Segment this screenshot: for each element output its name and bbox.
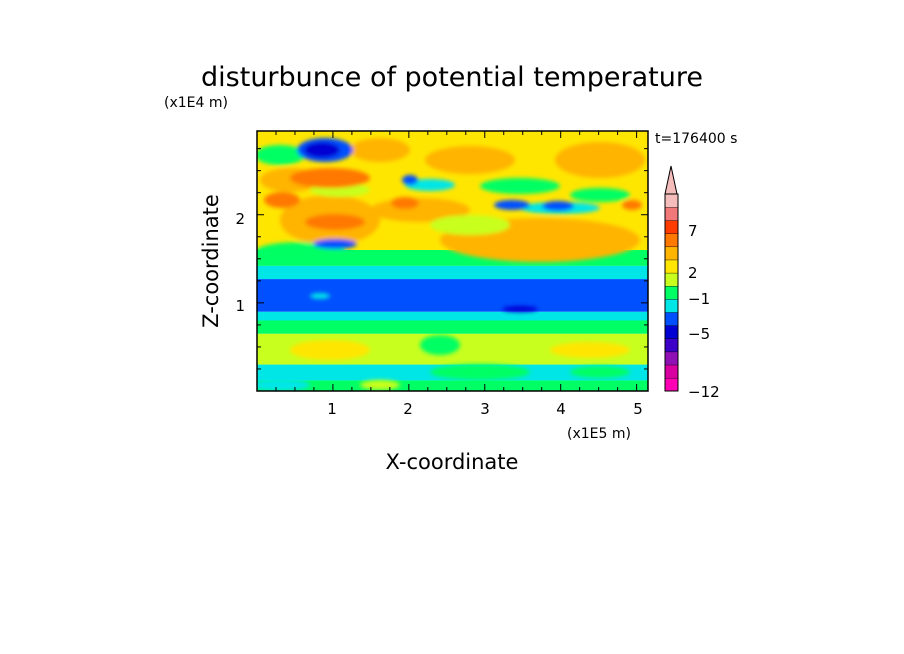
plot-frame — [256, 130, 649, 392]
colorbar-swatch — [664, 233, 679, 248]
x-tick-label: 5 — [633, 400, 643, 418]
cool-anomaly — [570, 366, 630, 378]
y-tick-label: 2 — [235, 210, 245, 228]
hot-core — [264, 192, 300, 208]
cold-core — [402, 175, 418, 185]
time-label: t=176400 s — [655, 131, 737, 147]
hot-core — [305, 214, 365, 230]
colorbar-frame — [664, 193, 679, 392]
colorbar-swatch — [664, 298, 679, 313]
colorbar-extend-arrow — [664, 165, 678, 195]
cool-anomaly — [405, 179, 455, 191]
colorbar-swatch — [664, 312, 679, 326]
x-unit-label: (x1E5 m) — [567, 426, 631, 442]
cold-core — [313, 239, 357, 249]
warm-anomaly — [360, 380, 400, 390]
cool-anomaly — [257, 145, 305, 165]
colorbar-swatch — [664, 364, 679, 379]
contour-band — [257, 380, 648, 391]
colorbar-swatch — [664, 285, 679, 300]
y-unit-label: (x1E4 m) — [164, 95, 228, 111]
cool-anomaly — [480, 178, 560, 194]
cold-core — [304, 142, 340, 158]
contour-band — [257, 311, 648, 321]
contour-band — [257, 320, 648, 334]
colorbar-swatch — [664, 272, 679, 287]
cool-anomaly — [570, 188, 630, 202]
cold-core — [494, 200, 530, 210]
colorbar-tick-label: −5 — [688, 325, 710, 343]
cool-anomaly — [310, 293, 330, 299]
y-axis-label: Z-coordinate — [199, 194, 223, 328]
x-tick-label: 3 — [480, 400, 490, 418]
cool-anomaly — [420, 335, 460, 355]
warm-anomaly — [555, 142, 645, 178]
y-tick-label: 1 — [235, 297, 245, 315]
colorbar-swatch — [664, 206, 679, 221]
cool-anomaly — [430, 364, 530, 380]
colorbar-tick-label: −12 — [688, 383, 720, 401]
colorbar-swatch — [664, 193, 679, 208]
colorbar-swatch — [664, 351, 679, 366]
cool-anomaly — [430, 215, 510, 235]
warm-anomaly — [290, 340, 370, 360]
colorbar-swatch — [664, 325, 679, 339]
colorbar-swatch — [664, 259, 679, 274]
colorbar-tick-label: −1 — [688, 290, 710, 308]
colorbar-swatches — [664, 193, 679, 392]
cold-core — [542, 201, 574, 211]
cool-anomaly — [257, 379, 310, 391]
plot-area — [257, 131, 648, 391]
x-tick-label: 4 — [556, 400, 566, 418]
colorbar-tick-label: 7 — [688, 222, 698, 240]
warm-anomaly — [350, 138, 410, 162]
contour-band — [257, 265, 648, 280]
hot-core — [622, 200, 642, 210]
colorbar-swatch — [664, 220, 679, 234]
warm-anomaly — [425, 146, 515, 174]
colorbar-swatch — [664, 338, 679, 353]
colorbar: 7 2 −1 −5 −12 — [664, 165, 720, 401]
ticks-layer — [256, 131, 648, 392]
colorbar-swatch — [664, 377, 679, 392]
colorbar-swatch — [664, 246, 679, 261]
x-axis-label: X-coordinate — [386, 450, 519, 474]
hot-core — [290, 168, 370, 188]
cold-core — [502, 306, 538, 312]
warm-anomaly — [550, 342, 630, 358]
colorbar-tick-label: 2 — [688, 264, 698, 282]
x-tick-label: 2 — [403, 400, 413, 418]
chart-title: disturbunce of potential temperature — [201, 62, 703, 93]
hot-core — [391, 197, 419, 209]
x-tick-label: 1 — [327, 400, 337, 418]
